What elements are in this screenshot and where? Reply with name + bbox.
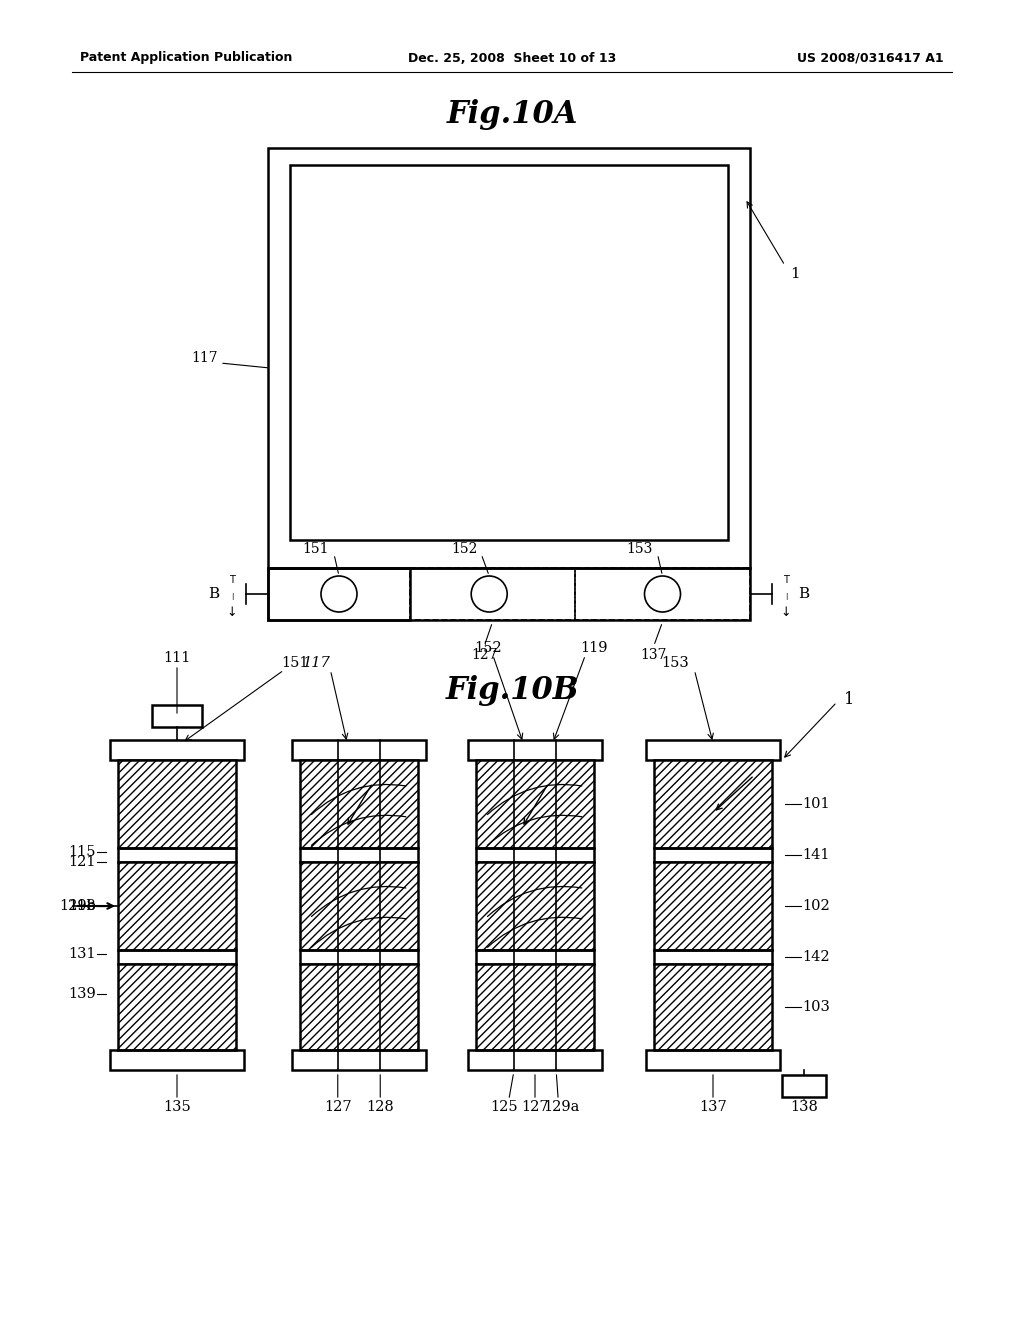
- Bar: [300, 760, 418, 847]
- Bar: [268, 148, 750, 568]
- Text: 152: 152: [451, 543, 477, 556]
- Text: 125: 125: [489, 1100, 517, 1114]
- Bar: [290, 165, 728, 540]
- Bar: [654, 847, 772, 862]
- Text: 131: 131: [69, 946, 96, 961]
- Text: Fig.10A: Fig.10A: [446, 99, 578, 131]
- Text: T: T: [783, 576, 788, 585]
- Text: 137: 137: [640, 648, 667, 663]
- Text: 119: 119: [581, 642, 608, 655]
- Text: 117: 117: [303, 656, 331, 671]
- Bar: [118, 950, 236, 964]
- Text: 141: 141: [802, 847, 829, 862]
- Bar: [300, 862, 418, 950]
- Text: 153: 153: [662, 656, 689, 671]
- Text: 151: 151: [302, 543, 329, 556]
- Bar: [476, 950, 594, 964]
- Text: |: |: [230, 594, 233, 601]
- Text: 152: 152: [474, 642, 502, 655]
- Text: US 2008/0316417 A1: US 2008/0316417 A1: [798, 51, 944, 65]
- Text: B: B: [799, 587, 810, 601]
- Text: 137: 137: [699, 1100, 727, 1114]
- Bar: [654, 760, 772, 847]
- Bar: [268, 568, 410, 620]
- Text: 138: 138: [791, 1100, 818, 1114]
- Bar: [476, 964, 594, 1049]
- Text: 103: 103: [802, 1001, 829, 1014]
- Text: 129b: 129b: [59, 899, 96, 913]
- Bar: [300, 847, 418, 862]
- Bar: [110, 741, 244, 760]
- Bar: [118, 964, 236, 1049]
- Text: 1: 1: [844, 692, 854, 709]
- Bar: [476, 847, 594, 862]
- Bar: [575, 568, 750, 620]
- Text: 127: 127: [471, 648, 498, 663]
- Text: 117: 117: [191, 351, 218, 366]
- Text: B: B: [209, 587, 219, 601]
- Bar: [782, 1074, 826, 1097]
- Bar: [292, 1049, 426, 1071]
- Text: 102: 102: [802, 899, 829, 913]
- Bar: [300, 862, 418, 950]
- Bar: [268, 568, 750, 620]
- Bar: [654, 950, 772, 964]
- Text: Fig.10B: Fig.10B: [445, 675, 579, 705]
- Bar: [468, 1049, 602, 1071]
- Bar: [410, 568, 575, 620]
- Bar: [300, 760, 418, 847]
- Bar: [654, 964, 772, 1049]
- Text: 128: 128: [367, 1100, 394, 1114]
- Bar: [300, 964, 418, 1049]
- Bar: [300, 964, 418, 1049]
- Bar: [118, 862, 236, 950]
- Text: 153: 153: [626, 543, 652, 556]
- Text: |: |: [784, 594, 787, 601]
- Bar: [118, 964, 236, 1049]
- Bar: [118, 847, 236, 862]
- Text: 1: 1: [790, 267, 800, 281]
- Bar: [110, 1049, 244, 1071]
- Text: 101: 101: [802, 797, 829, 810]
- Text: Dec. 25, 2008  Sheet 10 of 13: Dec. 25, 2008 Sheet 10 of 13: [408, 51, 616, 65]
- Text: 139: 139: [69, 987, 96, 1001]
- Text: 118: 118: [69, 899, 96, 913]
- Bar: [476, 862, 594, 950]
- Text: T: T: [229, 576, 234, 585]
- Bar: [300, 950, 418, 964]
- Text: 135: 135: [163, 1100, 190, 1114]
- Bar: [654, 862, 772, 950]
- Bar: [476, 760, 594, 847]
- Text: 121: 121: [69, 855, 96, 869]
- Bar: [152, 705, 202, 727]
- Bar: [654, 964, 772, 1049]
- Text: 127: 127: [324, 1100, 351, 1114]
- Bar: [118, 862, 236, 950]
- Text: 142: 142: [802, 950, 829, 964]
- Bar: [654, 862, 772, 950]
- Bar: [654, 760, 772, 847]
- Text: 115: 115: [69, 845, 96, 859]
- Bar: [646, 1049, 780, 1071]
- Bar: [292, 741, 426, 760]
- Bar: [118, 760, 236, 847]
- Text: ↓: ↓: [226, 606, 238, 619]
- Bar: [476, 760, 594, 847]
- Text: Patent Application Publication: Patent Application Publication: [80, 51, 293, 65]
- Text: 111: 111: [163, 651, 190, 665]
- Bar: [476, 964, 594, 1049]
- Text: ↓: ↓: [780, 606, 792, 619]
- Bar: [476, 862, 594, 950]
- Bar: [646, 741, 780, 760]
- Text: 129a: 129a: [543, 1100, 580, 1114]
- Bar: [118, 760, 236, 847]
- Text: 151: 151: [281, 656, 308, 671]
- Bar: [468, 741, 602, 760]
- Text: 127: 127: [521, 1100, 549, 1114]
